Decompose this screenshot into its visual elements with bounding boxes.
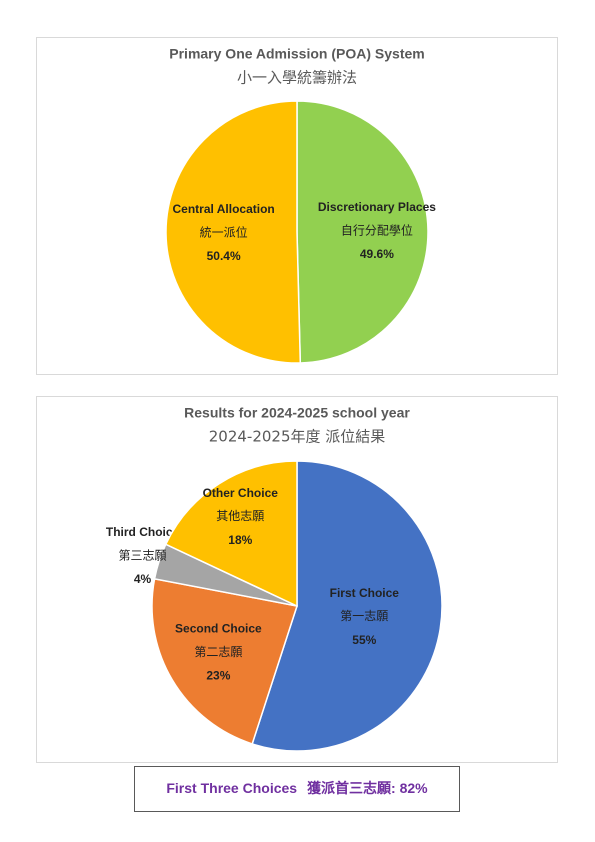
pie-slice (151, 577, 298, 745)
slice-label: Discretionary Places (318, 200, 436, 214)
slice-label-zh: 第一志願 (340, 609, 388, 623)
pie-slice (296, 100, 429, 364)
pie-slice (164, 460, 298, 608)
chart-subtitle: 小一入學統籌辦法 (237, 69, 357, 87)
slice-label: Third Choice (106, 525, 180, 539)
slice-label-zh: 第二志願 (194, 645, 242, 659)
chart-title: Results for 2024-2025 school year (184, 405, 410, 421)
note-text: First Three Choices (166, 780, 297, 796)
slice-label: First Choice (330, 586, 400, 600)
note-box (134, 766, 460, 812)
slice-label-zh: 統一派位 (200, 224, 248, 239)
slice-label-zh: 自行分配學位 (341, 222, 413, 237)
data-label: 55% (352, 633, 376, 647)
slice-label-zh: 其他志願 (216, 509, 264, 523)
slice-label: Other Choice (203, 486, 279, 500)
note: First Three Choices 獲派首三志願: 82% (166, 780, 428, 796)
note-text-zh: 獲派首三志願: 82% (307, 780, 428, 796)
slice-label: Central Allocation (173, 202, 275, 216)
pie-slice (165, 100, 302, 364)
data-label: 23% (206, 669, 230, 683)
chart-title: Primary One Admission (POA) System (169, 46, 424, 62)
data-label: 18% (228, 533, 252, 547)
slice-label-zh: 第三志願 (119, 548, 167, 562)
data-label: 50.4% (207, 249, 241, 263)
slice-label: Second Choice (175, 622, 262, 636)
chart-subtitle: 2024-2025年度 派位結果 (209, 428, 386, 446)
data-label: 4% (134, 572, 152, 586)
pie-slice (251, 460, 443, 752)
data-label: 49.6% (360, 247, 394, 261)
